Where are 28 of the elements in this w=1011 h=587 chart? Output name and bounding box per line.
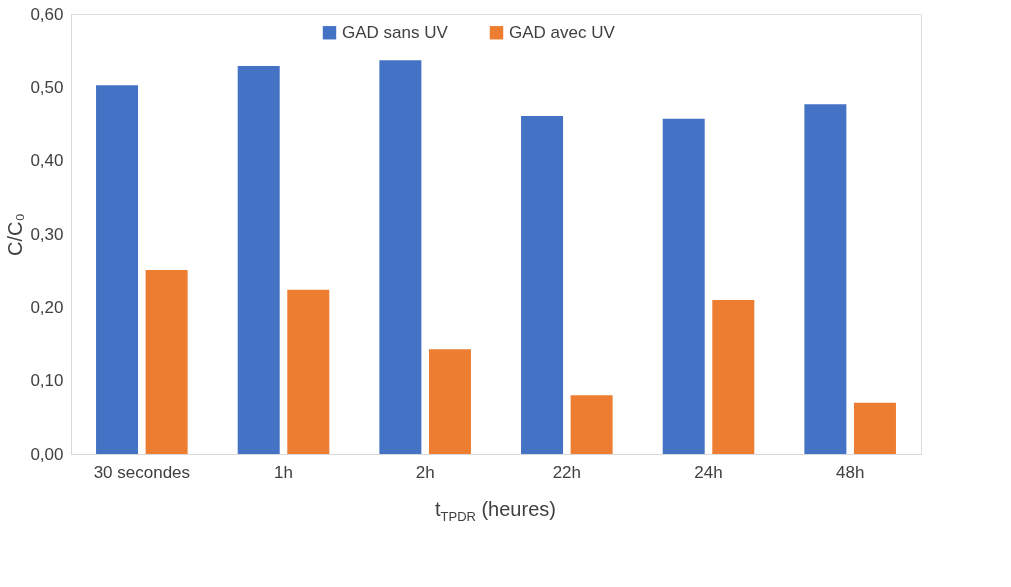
bar — [428, 349, 471, 454]
legend-label: GAD avec UV — [509, 22, 616, 42]
bar — [379, 60, 422, 454]
bar — [96, 85, 139, 454]
x-tick-label: 2h — [415, 462, 435, 482]
y-tick-label: 0,20 — [30, 297, 64, 317]
bar — [145, 269, 188, 454]
y-tick-label: 0,60 — [30, 4, 64, 24]
bar — [853, 402, 896, 454]
bar — [662, 118, 705, 454]
x-tick-label: 24h — [694, 462, 723, 482]
x-tick-label: 48h — [835, 462, 865, 482]
x-tick-label: 30 secondes — [93, 462, 191, 482]
bar — [712, 300, 755, 454]
bar — [237, 66, 280, 454]
x-tick-label: 22h — [552, 462, 582, 482]
y-axis-title: C/C₀ — [4, 213, 27, 256]
y-tick-label: 0,40 — [30, 151, 64, 171]
x-tick-label: 1h — [274, 462, 293, 482]
y-tick-label: 0,10 — [30, 371, 64, 391]
y-tick-label: 0,50 — [30, 77, 64, 97]
bar — [570, 395, 613, 454]
bar — [287, 289, 330, 454]
bar — [521, 115, 564, 454]
bar — [804, 104, 847, 454]
y-tick-label: 0,30 — [30, 224, 64, 244]
y-tick-label: 0,00 — [30, 444, 64, 464]
legend-label: GAD sans UV — [342, 22, 449, 42]
